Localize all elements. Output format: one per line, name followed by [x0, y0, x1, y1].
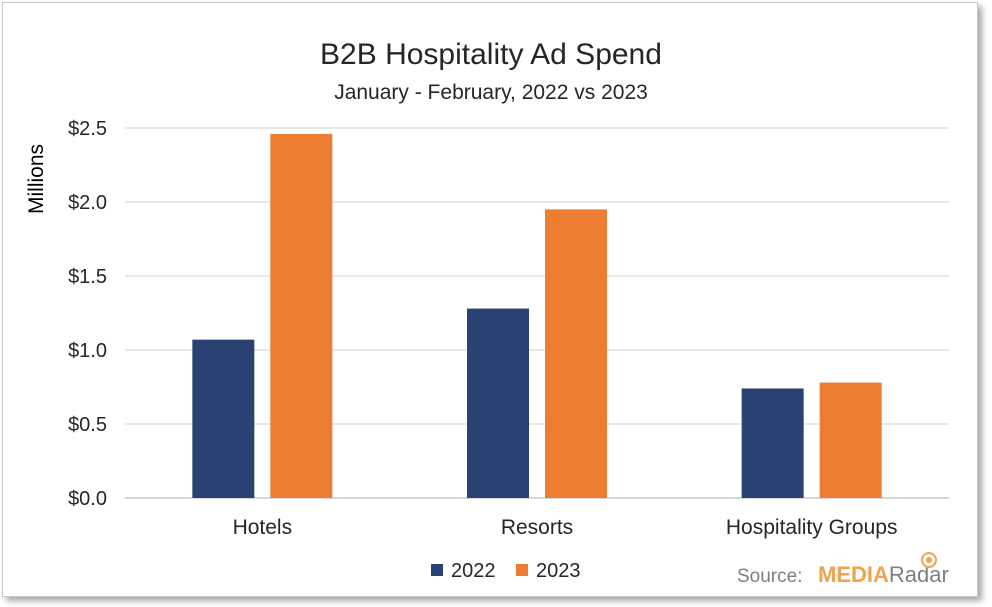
x-axis-categories: Hotels Resorts Hospitality Groups	[233, 516, 898, 539]
legend-label: 2023	[536, 560, 581, 582]
chart-frame: B2B Hospitality Ad Spend January - Febru…	[2, 2, 978, 597]
y-tick-label: $1.5	[68, 266, 107, 288]
bars	[192, 133, 882, 499]
x-category-label: Resorts	[501, 516, 573, 539]
y-tick-label: $1.0	[68, 340, 107, 362]
y-axis-label: Millions	[25, 144, 48, 214]
legend-swatch-2022	[431, 564, 443, 576]
y-tick-label: $2.0	[68, 192, 107, 214]
bar-chart: B2B Hospitality Ad Spend January - Febru…	[25, 38, 949, 587]
y-tick-label: $0.0	[68, 488, 107, 510]
chart-title: B2B Hospitality Ad Spend	[320, 38, 662, 71]
source-brand-logo: MEDIARadar	[818, 562, 949, 587]
legend-label: 2022	[451, 560, 496, 582]
brand-part-radar: Radar	[889, 562, 949, 587]
x-category-label: Hospitality Groups	[726, 516, 898, 539]
bar-2023-hotels	[270, 133, 333, 499]
source-credit: Source: MEDIARadar	[737, 552, 949, 587]
brand-part-media: MEDIA	[818, 562, 889, 587]
bar-2023-resorts	[545, 209, 607, 498]
bar-2022-hospitality-groups	[741, 388, 804, 498]
legend: 2022 2023	[431, 560, 581, 582]
chart-subtitle: January - February, 2022 vs 2023	[334, 81, 648, 104]
x-category-label: Hotels	[233, 516, 293, 539]
legend-swatch-2023	[516, 564, 528, 576]
radar-icon	[921, 552, 937, 568]
bar-2022-hotels	[192, 339, 255, 498]
gridlines	[125, 127, 949, 499]
y-axis-ticks: $0.0 $0.5 $1.0 $1.5 $2.0 $2.5	[68, 118, 107, 510]
y-tick-label: $2.5	[68, 118, 107, 140]
source-label: Source:	[737, 566, 802, 587]
bar-2023-hospitality-groups	[819, 382, 882, 498]
bar-2022-resorts	[467, 308, 529, 498]
y-tick-label: $0.5	[68, 414, 107, 436]
